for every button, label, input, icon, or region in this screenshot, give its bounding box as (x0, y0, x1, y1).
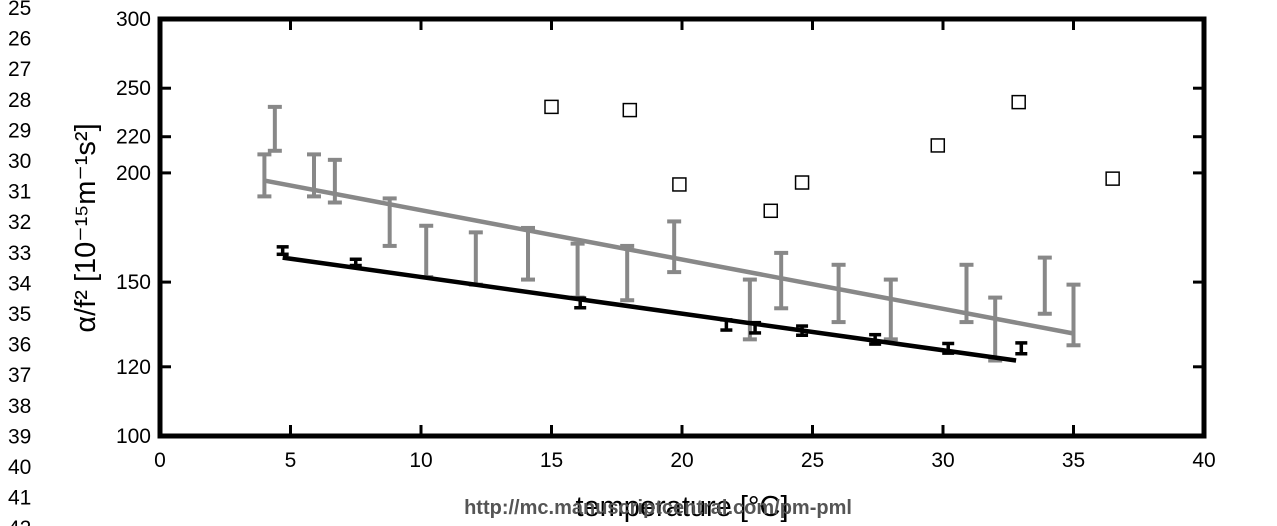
y-axis-label: α/f² [10⁻¹⁵m⁻¹s²] (70, 123, 102, 332)
grey-errorbar (570, 241, 585, 300)
open-square-point (763, 203, 778, 219)
line-numbers: 25 26 27 28 29 30 31 32 33 34 35 36 37 38 39 40 41 42 (8, 0, 32, 526)
line-number: 41 (8, 487, 31, 510)
black-errorbar (1015, 341, 1028, 356)
x-tick-label: 0 (154, 449, 166, 472)
x-tick-label: 35 (1062, 449, 1085, 472)
open-square-point (794, 175, 810, 190)
y-tick-label: 100 (116, 425, 151, 448)
grey-errorbar (620, 243, 635, 303)
line-number: 32 (8, 211, 31, 234)
x-tick-label: 20 (670, 449, 693, 472)
grey-errorbar (419, 223, 434, 280)
x-tick-label: 10 (409, 449, 432, 472)
x-tick-label: 15 (540, 449, 563, 472)
y-tick-label: 150 (116, 271, 151, 294)
line-number: 34 (8, 272, 32, 295)
line-number: 36 (8, 334, 31, 357)
open-square-point (672, 177, 687, 192)
grey-errorbar (667, 219, 682, 275)
grey-errorbar (774, 250, 789, 311)
fit-line (263, 178, 1074, 336)
open-square-point (544, 99, 559, 115)
grey-errorbar (883, 277, 898, 342)
line-number: 37 (8, 364, 31, 387)
x-tick-label: 25 (801, 449, 824, 472)
open-square-point (1011, 94, 1026, 110)
plot-area: 0 5 10 15 20 25 30 35 40 100 120 150 200 220 250 300 (116, 8, 1216, 472)
line-number: 39 (8, 425, 31, 448)
grey-errorbar (468, 230, 483, 287)
open-square-point (622, 102, 638, 118)
x-tick-label: 30 (931, 449, 954, 472)
grey-errorbar (257, 152, 272, 199)
grey-errorbar (831, 262, 846, 325)
y-tick-label: 120 (116, 356, 151, 379)
watermark-url: http://mc.manuscriptcentral.com/pm-pml (464, 497, 852, 519)
open-square-point (930, 138, 946, 153)
grey-errorbar (988, 295, 1003, 363)
x-tick-label: 5 (285, 449, 297, 472)
line-number: 25 (8, 0, 31, 20)
line-number: 31 (8, 181, 31, 204)
line-number: 38 (8, 395, 31, 418)
line-number: 40 (8, 456, 31, 479)
line-number: 30 (8, 150, 31, 173)
plot-frame (157, 16, 1207, 439)
black-errorbar (349, 257, 362, 268)
x-axis-label: temperature [°C] (575, 491, 788, 523)
line-number: 29 (8, 119, 31, 142)
black-errorbar (276, 245, 289, 257)
y-tick-label: 250 (116, 77, 151, 100)
fit-line (282, 255, 1017, 363)
line-number: 35 (8, 303, 31, 326)
line-number: 42 (8, 517, 31, 526)
open-square-point (1105, 171, 1120, 186)
chart-marks (257, 94, 1120, 363)
grey-errorbar (1037, 255, 1052, 316)
y-tick-label: 220 (116, 126, 151, 149)
line-number: 28 (8, 89, 31, 112)
grey-errorbar (267, 104, 282, 153)
line-number: 33 (8, 242, 31, 265)
grey-errorbar (742, 277, 757, 342)
y-tick-label: 200 (116, 162, 151, 185)
grey-errorbar (521, 225, 536, 282)
x-tick-label: 40 (1192, 449, 1215, 472)
grey-errorbar (1066, 282, 1081, 348)
axis-ticks: 0 5 10 15 20 25 30 35 40 100 120 150 200 220 250 300 (116, 8, 1216, 472)
line-number: 26 (8, 28, 31, 51)
line-number: 27 (8, 58, 31, 81)
y-tick-label: 300 (116, 8, 151, 31)
